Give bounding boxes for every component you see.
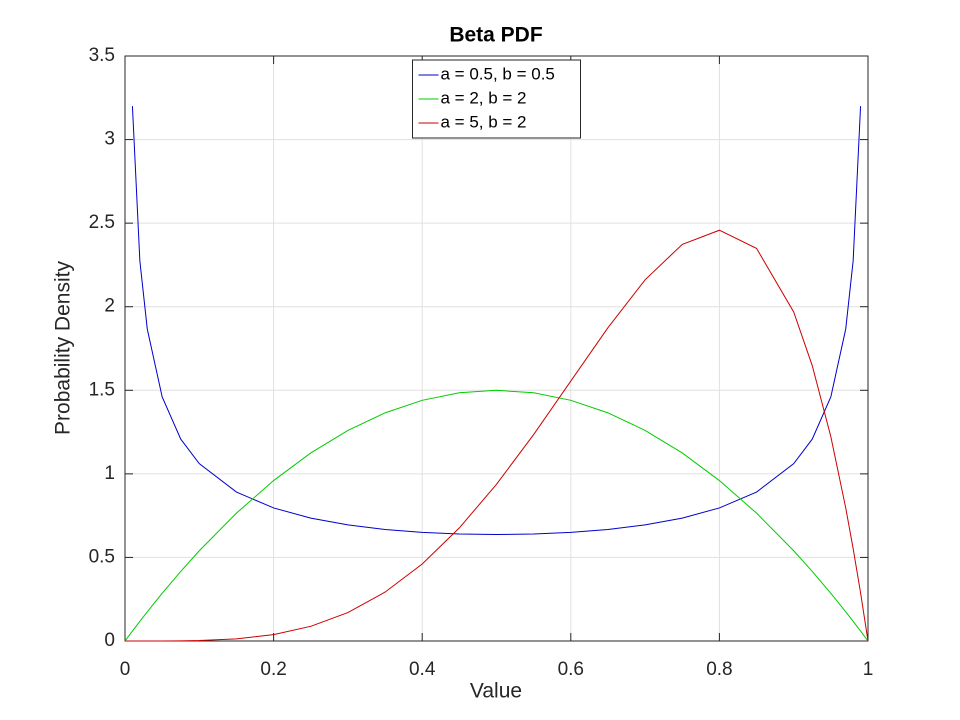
x-tick-label: 0.6 [558, 659, 584, 680]
data-line [125, 229, 869, 642]
x-tick-label: 1 [863, 659, 874, 680]
y-tick-label: 2 [104, 296, 115, 317]
x-tick-label: 0.2 [260, 659, 286, 680]
y-tick-label: 1 [104, 463, 115, 484]
x-tick-label: 0 [120, 659, 131, 680]
y-tick-label: 2.5 [89, 212, 115, 233]
legend-label: a = 2, b = 2 [441, 88, 527, 107]
chart-title: Beta PDF [449, 24, 543, 47]
legend: a = 0.5, b = 0.5 a = 2, b = 2 a = 5, b = 2 [412, 59, 581, 139]
data-line [131, 106, 862, 536]
x-tick-label: 0.4 [409, 659, 436, 680]
legend-label: a = 0.5, b = 0.5 [441, 64, 555, 83]
x-tick-label: 0.8 [706, 659, 732, 680]
y-tick-label: 0.5 [89, 546, 115, 567]
plot-frame [124, 55, 869, 642]
y-tick-label: 1.5 [89, 379, 115, 400]
legend-box [412, 59, 581, 139]
data-line [124, 389, 869, 642]
legend-label: a = 5, b = 2 [441, 112, 527, 131]
y-axis-label: Probability Density [52, 261, 75, 435]
y-tick-label: 3 [104, 129, 115, 150]
y-tick-label: 0 [104, 630, 115, 651]
y-tick-label: 3.5 [89, 45, 115, 66]
x-axis-label: Value [470, 680, 522, 703]
